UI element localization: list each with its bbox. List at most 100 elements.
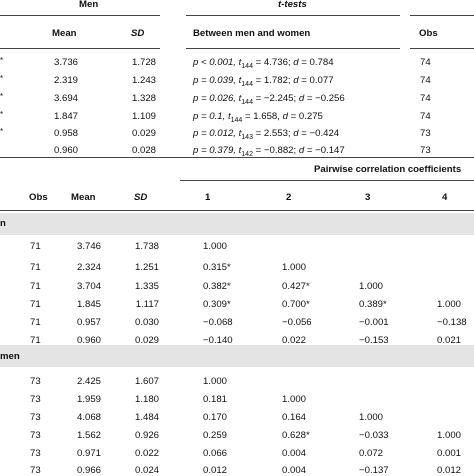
- header-col-4: 4: [442, 192, 448, 203]
- top-sd-cell: 0.029: [131, 128, 156, 139]
- header-obs-bottom: Obs: [29, 192, 48, 203]
- corr-col-1: 0.309*: [203, 299, 231, 310]
- corr-col-2: 1.000: [282, 394, 307, 405]
- corr-col-2: 0.427*: [282, 281, 310, 292]
- header-ttests: t-tests: [278, 0, 307, 10]
- rule-top-header-1: [0, 48, 160, 49]
- t-symbol: t: [238, 57, 242, 68]
- sd-cell: 0.024: [134, 465, 159, 476]
- t-value: = −0.882;: [252, 145, 299, 156]
- top-ttest-cell: p < 0.001, t144 = 4.736; d = 0.784: [193, 58, 334, 70]
- sd-cell: 1.117: [135, 299, 159, 310]
- mean-cell: 1.562: [76, 430, 101, 441]
- rule-bottom-header: [0, 210, 474, 211]
- top-obs-cell: 73: [420, 145, 431, 156]
- d-value: = −0.147: [304, 145, 345, 156]
- corr-col-4: 0.012: [437, 465, 462, 476]
- obs-cell: 71: [30, 335, 41, 346]
- obs-cell: 71: [30, 241, 41, 252]
- sd-cell: 1.484: [134, 412, 159, 423]
- top-ttest-cell: p = 0.026, t144 = −2.245; d = −0.256: [193, 94, 345, 106]
- corr-col-1: 0.382*: [203, 281, 231, 292]
- t-value: = 1.658,: [242, 111, 283, 122]
- p-text: p = 0.012,: [193, 128, 239, 139]
- corr-col-3: 0.389*: [359, 299, 387, 310]
- corr-col-1: 0.181: [203, 394, 228, 405]
- top-mean-cell: 0.960: [53, 145, 78, 156]
- mean-cell: 3.746: [76, 241, 101, 252]
- corr-col-1: 0.259: [203, 430, 228, 441]
- t-value: = 1.782;: [252, 75, 294, 86]
- header-between: Between men and women: [193, 28, 311, 39]
- mean-cell: 1.845: [76, 299, 101, 310]
- p-text: p < 0.001,: [193, 57, 239, 68]
- corr-col-1: −0.068: [203, 317, 233, 328]
- row-marker: *: [0, 110, 4, 119]
- d-symbol: d: [293, 128, 299, 139]
- t-symbol: t: [238, 75, 242, 86]
- p-text: p = 0.1,: [193, 111, 228, 122]
- d-value: = 0.784: [298, 57, 334, 68]
- corr-col-1: 0.170: [203, 412, 228, 423]
- corr-col-3: −0.153: [359, 335, 389, 346]
- header-ttests-text: t-tests: [278, 0, 307, 10]
- d-symbol: d: [293, 75, 299, 86]
- corr-col-4: 0.001: [437, 448, 462, 459]
- top-ttest-cell: p = 0.1, t144 = 1.658, d = 0.275: [193, 112, 323, 124]
- d-value: = 0.275: [287, 111, 323, 122]
- obs-cell: 73: [30, 448, 41, 459]
- top-obs-cell: 73: [420, 128, 431, 139]
- section-label-men: n: [0, 218, 6, 229]
- mean-cell: 3.704: [76, 281, 101, 292]
- obs-cell: 71: [30, 262, 41, 273]
- d-value: = 0.077: [298, 75, 334, 86]
- corr-col-2: 0.164: [282, 412, 307, 423]
- header-col-2: 2: [286, 192, 292, 203]
- t-symbol: t: [238, 93, 242, 104]
- header-mean-bottom: Mean: [71, 192, 96, 203]
- corr-col-2: 0.004: [282, 448, 307, 459]
- corr-col-4: 1.000: [437, 430, 462, 441]
- mean-cell: 0.971: [76, 448, 101, 459]
- t-symbol: t: [227, 111, 231, 122]
- mean-cell: 1.959: [76, 394, 101, 405]
- top-mean-cell: 3.736: [53, 57, 78, 68]
- top-sd-cell: 0.028: [131, 145, 156, 156]
- corr-col-1: 1.000: [203, 241, 228, 252]
- corr-col-1: 0.066: [203, 448, 228, 459]
- corr-col-2: 0.700*: [282, 299, 310, 310]
- corr-col-4: 1.000: [437, 299, 462, 310]
- corr-col-3: −0.001: [359, 317, 389, 328]
- sd-cell: 1.738: [134, 241, 159, 252]
- mean-cell: 0.957: [76, 317, 101, 328]
- header-sd-bottom: SD: [134, 192, 148, 203]
- d-value: = −0.256: [304, 93, 345, 104]
- corr-col-3: 1.000: [359, 412, 384, 423]
- t-subscript: 144: [241, 62, 253, 70]
- top-sd-cell: 1.728: [131, 57, 156, 68]
- t-value: = 2.553;: [252, 128, 294, 139]
- corr-col-2: −0.056: [282, 317, 312, 328]
- top-ttest-cell: p = 0.012, t143 = 2.553; d = −0.424: [193, 129, 339, 141]
- p-text: p = 0.039,: [193, 75, 239, 86]
- sd-cell: 1.251: [134, 262, 159, 273]
- corr-col-1: −0.140: [203, 335, 233, 346]
- corr-col-3: −0.033: [359, 430, 389, 441]
- corr-col-1: 1.000: [203, 376, 228, 387]
- corr-col-1: 0.012: [203, 465, 228, 476]
- header-col-1: 1: [205, 192, 211, 203]
- t-symbol: t: [238, 145, 242, 156]
- corr-col-2: 0.628*: [282, 430, 310, 441]
- sd-cell: 0.029: [134, 335, 159, 346]
- t-subscript: 143: [241, 133, 253, 141]
- top-ttest-cell: p = 0.039, t144 = 1.782; d = 0.077: [193, 76, 334, 88]
- row-marker: *: [0, 92, 4, 101]
- corr-col-3: −0.137: [359, 465, 389, 476]
- obs-cell: 71: [30, 299, 41, 310]
- sd-cell: 0.926: [134, 430, 159, 441]
- d-value: = −0.424: [298, 128, 340, 139]
- top-mean-cell: 2.319: [53, 75, 78, 86]
- mean-cell: 2.425: [76, 376, 101, 387]
- d-symbol: d: [293, 57, 299, 68]
- top-sd-cell: 1.243: [131, 75, 156, 86]
